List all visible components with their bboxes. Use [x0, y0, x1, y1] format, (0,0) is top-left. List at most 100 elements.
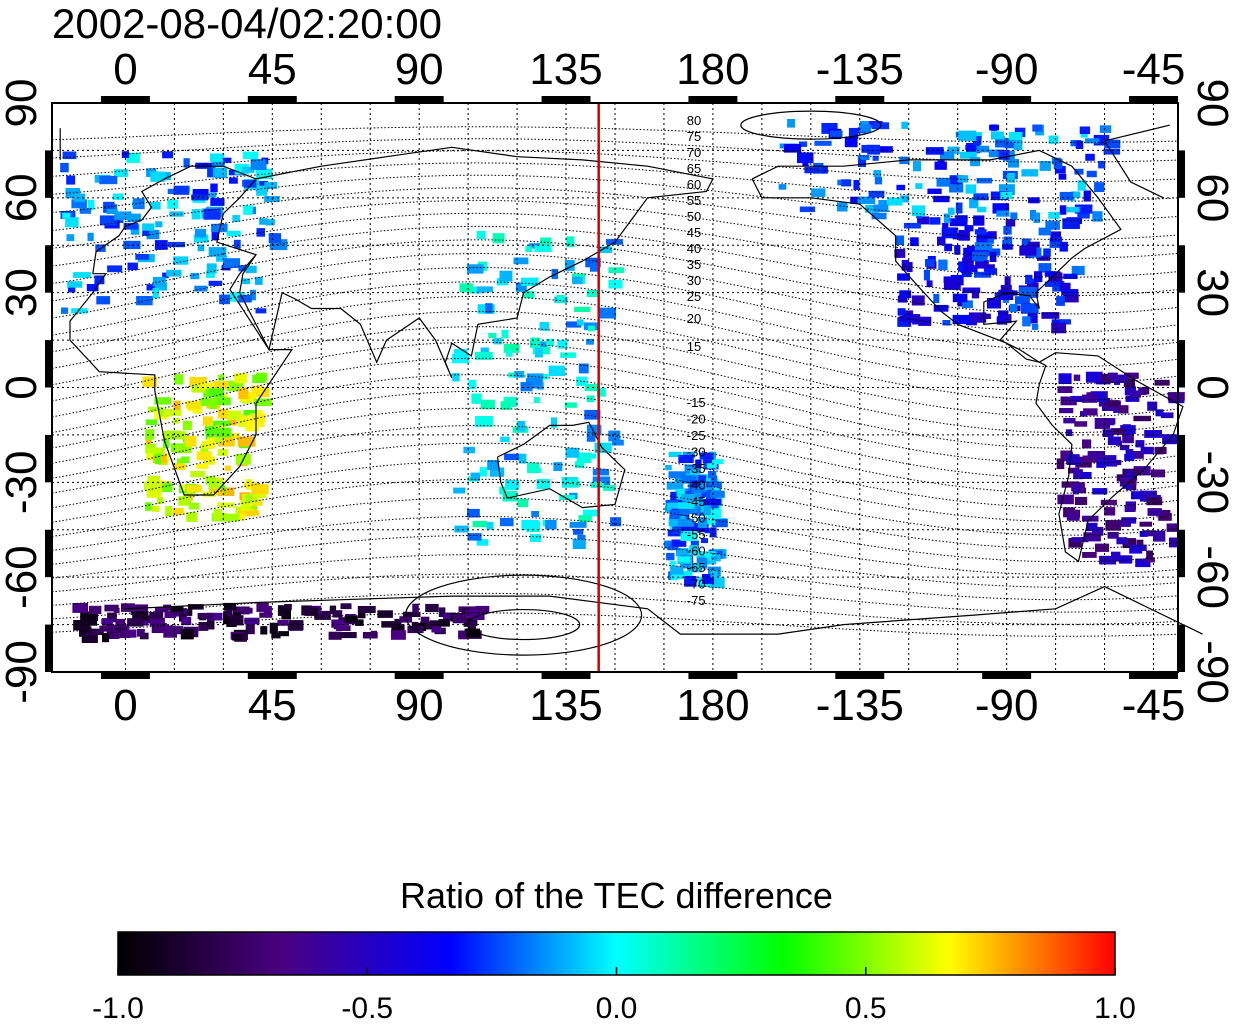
tec-cell: [670, 572, 679, 581]
tec-cell: [488, 332, 497, 339]
tec-cell: [1123, 378, 1136, 387]
coastline-asia: [239, 146, 714, 379]
tec-cell: [1041, 312, 1060, 319]
tec-cell: [202, 416, 213, 426]
tec-cell: [988, 149, 1004, 158]
tec-cell: [237, 419, 248, 427]
tec-cell: [681, 493, 695, 502]
tec-cell: [480, 347, 489, 354]
tec-cell: [927, 188, 942, 194]
tec-cell: [1078, 472, 1092, 479]
tec-cell: [530, 534, 541, 542]
tec-cell: [952, 293, 968, 303]
tec-cell: [1123, 372, 1139, 379]
frame-bar-top: [247, 96, 297, 103]
tec-cell: [107, 612, 117, 623]
tec-cell: [690, 469, 697, 476]
mlat-contour: [51, 407, 1179, 494]
tec-cell: [451, 353, 470, 364]
tec-cell: [841, 179, 852, 187]
tec-cell: [517, 498, 529, 508]
tec-cell: [1107, 372, 1118, 379]
frame-bar-right: [1178, 434, 1185, 483]
tec-cell: [73, 272, 91, 278]
tec-cell: [123, 222, 139, 230]
tec-cell: [700, 538, 708, 544]
tec-cell: [66, 175, 76, 185]
tec-cell: [485, 303, 493, 314]
tec-cell: [162, 482, 173, 492]
mlat-label-south: -60: [687, 544, 706, 559]
tec-cell: [226, 230, 241, 237]
tec-cell: [1071, 265, 1085, 276]
mlat-label-north: 50: [687, 209, 701, 224]
tec-cell: [679, 504, 690, 515]
tec-cell: [223, 602, 237, 611]
tec-cell: [470, 472, 481, 481]
tec-cell: [1031, 324, 1039, 330]
tec-cell: [975, 247, 982, 254]
tec-cell: [1080, 411, 1087, 417]
tec-cell: [976, 177, 993, 184]
bottom-lon-label: -90: [975, 681, 1039, 730]
tec-cell: [452, 613, 467, 624]
tec-cell: [162, 625, 174, 633]
tec-cell: [965, 145, 977, 150]
tec-cell: [975, 145, 990, 153]
mlat-label-north: 20: [687, 311, 701, 326]
tec-cell: [177, 458, 184, 465]
tec-cell: [668, 518, 681, 527]
tec-cell: [925, 147, 944, 155]
tec-cell: [918, 316, 932, 326]
tec-cell: [680, 531, 698, 541]
tec-cell: [223, 258, 240, 268]
tec-cell: [136, 296, 153, 306]
tec-cell: [150, 171, 165, 182]
tec-cell: [87, 232, 94, 242]
tec-cell: [873, 204, 889, 213]
tec-cell: [1129, 544, 1143, 554]
tec-cell: [502, 491, 517, 502]
frame-bar-top: [100, 96, 150, 103]
tec-cell: [127, 618, 144, 627]
tec-cell: [1059, 282, 1071, 291]
tec-cell: [1139, 521, 1153, 527]
tec-cell: [865, 204, 879, 213]
tec-cell: [1126, 470, 1133, 478]
tec-cell: [174, 374, 184, 385]
tec-cell: [1105, 520, 1121, 531]
tec-cell: [1022, 316, 1031, 327]
tec-cell: [705, 519, 716, 526]
tec-cell: [975, 260, 989, 269]
tec-cell: [709, 527, 717, 538]
tec-cell: [188, 604, 204, 610]
tec-cell: [256, 602, 269, 612]
tec-region-7: [72, 602, 490, 643]
tec-cell: [958, 130, 977, 141]
tec-cell: [233, 239, 241, 249]
tec-cell: [1143, 386, 1150, 395]
tec-cell: [62, 212, 71, 219]
tec-cell: [550, 417, 557, 428]
tec-cell: [1003, 236, 1013, 248]
tec-cell: [471, 393, 482, 404]
tec-cell: [269, 622, 278, 634]
tec-cell: [238, 265, 246, 272]
tec-cell: [974, 132, 982, 140]
tec-cell: [104, 604, 119, 612]
tec-cell: [1072, 484, 1079, 495]
tec-cell: [1059, 319, 1071, 325]
tec-cell: [784, 144, 802, 153]
tec-cell: [1104, 507, 1116, 516]
tec-cell: [949, 184, 964, 193]
tec-cell: [200, 398, 217, 406]
tec-cell: [1033, 212, 1041, 223]
tec-cell: [362, 632, 378, 639]
tec-cell: [1083, 190, 1091, 202]
tec-cell: [1077, 209, 1090, 219]
tec-cell: [680, 475, 697, 484]
tec-cell: [1056, 458, 1065, 470]
tec-cell: [147, 447, 165, 456]
tec-cell: [989, 251, 997, 262]
tec-cell: [209, 388, 225, 398]
